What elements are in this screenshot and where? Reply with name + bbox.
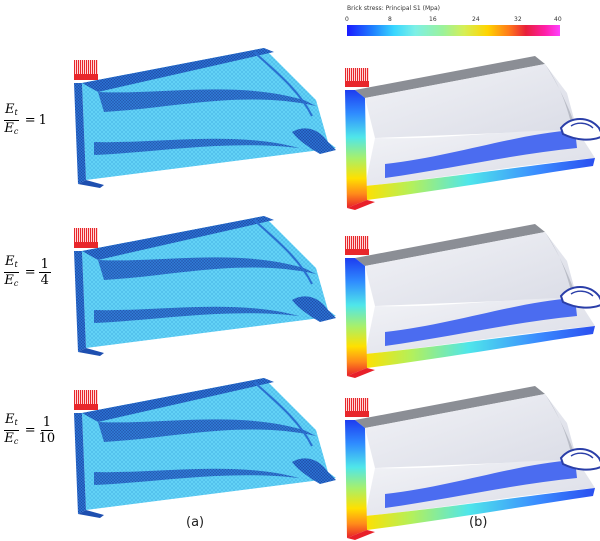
ratio-equation-3: Et Ec = 1 10 — [4, 411, 56, 446]
colorbar-tick-0: 0 — [345, 16, 349, 23]
ratio-equation-1: Et Ec = 1 — [4, 101, 47, 136]
mesh-model-row-1 — [73, 47, 337, 189]
stress-model-row-1 — [344, 55, 600, 211]
colorbar-tick-4: 32 — [514, 16, 522, 23]
stress-colorbar — [347, 25, 560, 36]
panel-label-b: (b) — [469, 515, 488, 530]
stress-model-row-2 — [344, 223, 600, 379]
mesh-model-row-2 — [73, 215, 337, 357]
colorbar-tick-3: 24 — [472, 16, 480, 23]
colorbar-tick-5: 40 — [554, 16, 562, 23]
colorbar-tick-1: 8 — [388, 16, 392, 23]
colorbar-title: Brick stress: Principal S1 (Mpa) — [347, 5, 440, 12]
colorbar-tick-2: 16 — [429, 16, 437, 23]
panel-label-a: (a) — [186, 515, 205, 530]
ratio-equation-2: Et Ec = 1 4 — [4, 253, 51, 288]
mesh-model-row-3 — [73, 377, 337, 519]
